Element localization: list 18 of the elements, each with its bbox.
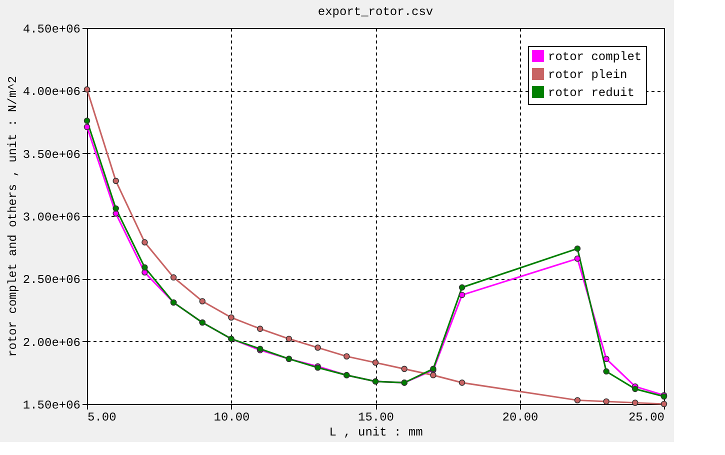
y-tick-label: 4.00e+06	[22, 85, 80, 100]
legend-label: rotor plein	[548, 68, 628, 82]
chart-title: export_rotor.csv	[318, 5, 434, 19]
y-tick-label: 4.50e+06	[22, 22, 80, 36]
legend-label: rotor reduit	[548, 86, 634, 100]
x-tick-label: 20.00	[502, 410, 538, 424]
x-tick-label: 5.00	[88, 410, 116, 424]
y-tick-label: 2.00e+06	[22, 336, 80, 350]
x-tick-label: 10.00	[214, 410, 250, 424]
x-axis-title: L , unit : mm	[329, 426, 423, 440]
legend-label: rotor complet	[548, 50, 642, 64]
x-tick-label: 15.00	[358, 410, 394, 424]
y-tick-label: 2.50e+06	[22, 273, 80, 288]
y-tick-label: 1.50e+06	[22, 398, 80, 412]
x-tick-label: 25.00	[628, 410, 664, 424]
y-tick-label: 3.00e+06	[22, 210, 80, 224]
y-tick-label: 3.50e+06	[22, 148, 80, 162]
y-axis-title: rotor complet and others , unit : N/m^2	[6, 76, 20, 357]
